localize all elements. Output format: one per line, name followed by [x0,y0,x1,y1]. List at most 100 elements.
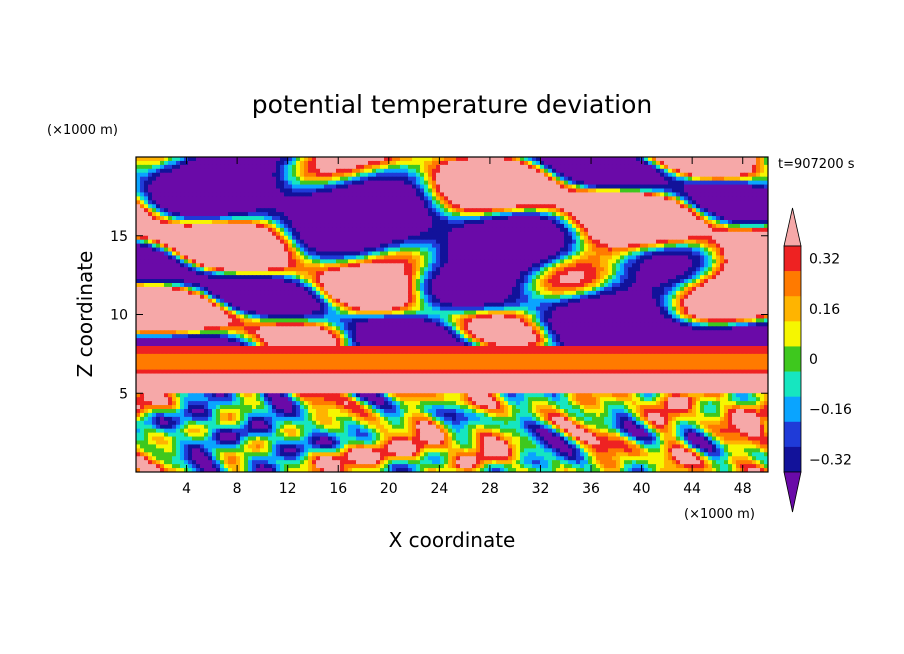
field-cell [348,157,353,162]
field-cell [588,216,593,221]
field-cell [396,176,401,182]
field-cell [516,212,521,217]
field-cell [512,212,517,217]
field-cell [448,231,453,237]
field-cell [372,192,377,197]
field-cell [348,259,353,264]
field-cell [412,157,417,162]
field-cell [484,200,489,205]
field-cell [404,160,409,166]
field-cell [656,243,661,249]
field-cell [708,208,713,213]
field-cell [764,208,768,213]
field-cell [256,259,261,264]
field-cell [600,200,605,205]
field-cell [344,239,349,245]
field-cell [760,168,765,174]
field-cell [396,212,401,217]
field-cell [432,168,437,174]
field-cell [336,164,341,170]
field-cell [224,196,229,201]
field-cell [228,160,233,166]
field-cell [424,255,429,260]
field-cell [244,164,249,170]
field-cell [748,212,753,217]
field-cell [216,176,221,182]
field-cell [748,208,753,213]
field-cell [320,271,325,276]
field-cell [468,279,473,284]
field-cell [612,188,617,194]
field-cell [308,212,313,217]
field-cell [532,180,537,186]
field-cell [168,235,173,241]
field-cell [556,184,561,190]
field-cell [184,164,189,170]
field-cell [680,223,685,229]
field-cell [740,227,745,233]
field-cell [188,227,193,233]
field-cell [732,188,737,194]
field-cell [604,220,609,225]
field-cell [396,227,401,233]
field-cell [596,176,601,182]
field-cell [744,192,749,197]
field-cell [704,188,709,194]
field-cell [424,227,429,233]
field-cell [716,212,721,217]
field-cell [540,235,545,241]
field-cell [140,251,145,257]
heatmap-field [136,157,768,472]
field-cell [372,176,377,182]
field-cell [552,231,557,237]
field-cell [356,184,361,190]
field-cell [712,192,717,197]
field-cell [532,188,537,194]
field-cell [268,267,273,272]
field-cell [552,251,557,257]
field-cell [628,208,633,213]
field-cell [372,271,377,276]
field-cell [524,157,529,162]
field-cell [548,192,553,197]
field-cell [384,176,389,182]
field-cell [228,192,233,197]
field-cell [236,204,241,209]
field-cell [472,212,477,217]
field-cell [424,251,429,257]
field-cell [708,200,713,205]
field-cell [472,204,477,209]
field-cell [368,208,373,213]
field-cell [688,259,693,264]
field-cell [320,220,325,225]
field-cell [692,168,697,174]
field-cell [388,243,393,249]
field-cell [300,168,305,174]
field-cell [640,263,645,268]
field-cell [580,275,585,280]
field-cell [264,208,269,213]
field-cell [232,247,237,253]
field-cell [612,184,617,190]
field-cell [732,243,737,249]
field-cell [140,235,145,241]
field-cell [444,251,449,257]
field-cell [620,231,625,237]
field-cell [492,279,497,284]
field-cell [460,231,465,237]
field-cell [732,184,737,190]
field-cell [652,192,657,197]
field-cell [540,180,545,186]
field-cell [204,168,209,174]
field-cell [652,243,657,249]
field-cell [716,216,721,221]
field-cell [332,212,337,217]
field-cell [396,271,401,276]
field-cell [408,251,413,257]
field-cell [520,192,525,197]
field-cell [388,212,393,217]
field-cell [604,231,609,237]
field-cell [656,180,661,186]
field-cell [240,157,245,162]
field-cell [344,200,349,205]
